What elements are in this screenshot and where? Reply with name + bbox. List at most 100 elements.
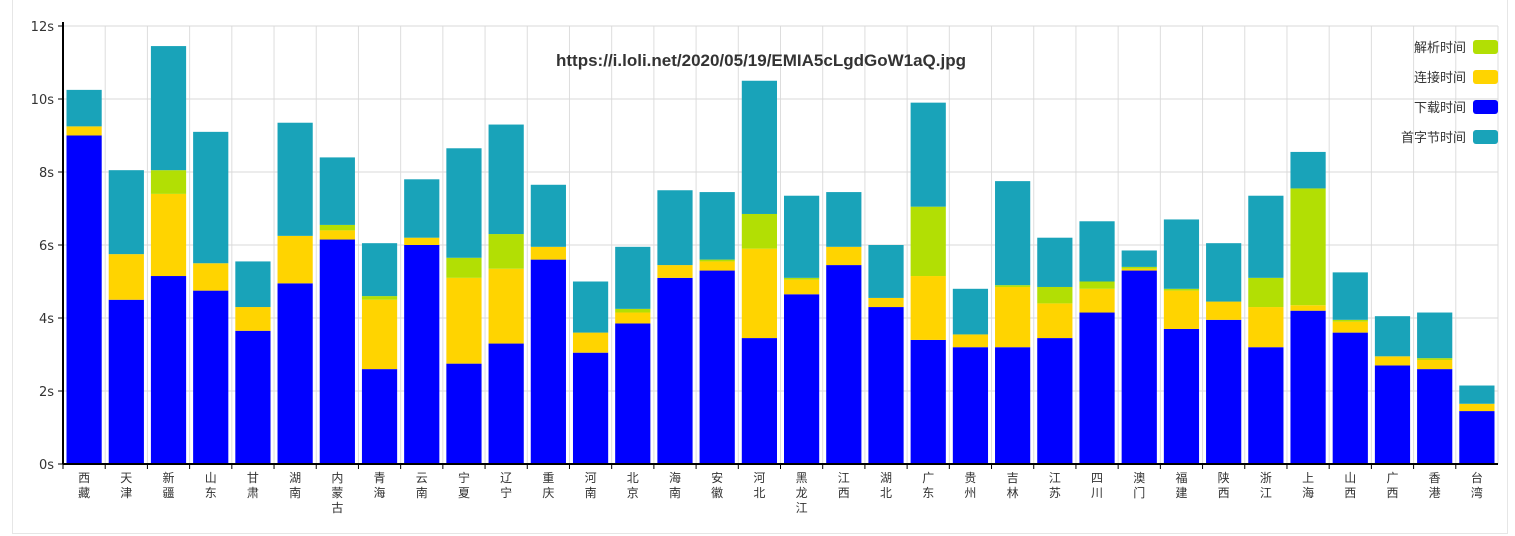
bar-segment <box>741 248 777 339</box>
bar-segment <box>108 170 144 255</box>
bar-segment <box>66 135 102 464</box>
bar-segment <box>277 122 313 236</box>
bar-segment <box>1206 243 1242 302</box>
legend-swatch <box>1473 100 1498 114</box>
x-tick-label: 天津 <box>120 471 132 500</box>
bar-segment <box>1121 270 1157 464</box>
x-tick-label: 北京 <box>627 471 639 500</box>
bars <box>66 46 1495 464</box>
bar-segment <box>530 184 566 247</box>
x-tick-label: 吉林 <box>1007 471 1019 500</box>
bar-segment <box>319 224 355 231</box>
x-tick-label: 台湾 <box>1471 470 1483 500</box>
bar-segment <box>66 126 102 136</box>
bar-segment <box>361 369 398 464</box>
legend-label: 连接时间 <box>1414 70 1466 86</box>
bar-segment <box>150 170 187 194</box>
bar-segment <box>235 261 271 308</box>
x-tick-label: 广东 <box>922 471 934 500</box>
bar-segment <box>1079 288 1115 313</box>
x-tick-label: 山东 <box>205 471 217 500</box>
y-tick-label: 12s <box>31 20 55 35</box>
bar-segment <box>657 265 693 278</box>
bar-segment <box>1037 286 1073 304</box>
legend-label: 下载时间 <box>1414 101 1466 116</box>
bar-segment <box>193 131 229 264</box>
bar-segment <box>404 237 440 245</box>
bar-segment <box>235 307 271 331</box>
bar-segment <box>319 157 355 225</box>
x-tick-label: 山西 <box>1344 471 1356 500</box>
x-tick-label: 浙江 <box>1260 471 1272 500</box>
x-tick-label: 内蒙古 <box>331 471 343 515</box>
bar-segment <box>1290 310 1326 464</box>
bar-segment <box>1290 305 1326 311</box>
x-tick-label: 辽宁 <box>500 471 512 500</box>
bar-segment <box>1459 403 1495 412</box>
bar-segment <box>741 80 777 214</box>
bar-segment <box>1037 303 1073 339</box>
bar-segment <box>1248 277 1284 308</box>
bar-segment <box>784 195 820 278</box>
bar-segment <box>741 213 777 249</box>
y-tick-label: 6s <box>39 239 54 254</box>
bar-segment <box>572 352 609 464</box>
bar-segment <box>1417 312 1453 359</box>
bar-segment <box>319 239 355 464</box>
bar-segment <box>910 102 946 207</box>
bar-segment <box>150 46 187 171</box>
x-tick-label: 黑龙江 <box>796 471 808 515</box>
bar-segment <box>1332 321 1368 333</box>
bar-segment <box>699 192 735 260</box>
x-tick-label: 安徽 <box>711 470 723 500</box>
bar-segment <box>488 124 524 235</box>
x-tick-label: 贵州 <box>964 471 976 500</box>
bar-segment <box>1374 316 1411 357</box>
bar-segment <box>235 330 271 464</box>
bar-segment <box>826 192 862 247</box>
x-tick-label: 河北 <box>753 471 765 500</box>
bar-segment <box>361 296 398 300</box>
bar-segment <box>784 294 820 464</box>
bar-segment <box>446 257 482 278</box>
bar-segment <box>952 334 989 348</box>
bar-segment <box>277 235 313 284</box>
bar-segment <box>952 288 989 335</box>
bar-segment <box>657 277 693 464</box>
bar-segment <box>1459 385 1495 404</box>
y-axis-ticks: 0s 2s 4s 6s 8s 10s 12s <box>31 20 63 473</box>
x-tick-label: 新疆 <box>163 470 175 500</box>
bar-segment <box>826 265 862 464</box>
bar-segment <box>910 276 946 340</box>
x-tick-label: 宁夏 <box>458 470 470 500</box>
x-tick-label: 陕西 <box>1218 470 1230 500</box>
bar-segment <box>193 290 229 464</box>
bar-segment <box>446 363 482 464</box>
bar-segment <box>108 254 144 300</box>
y-tick-label: 4s <box>39 312 54 327</box>
bar-segment <box>572 332 609 353</box>
bar-segment <box>446 148 482 258</box>
bar-segment <box>1332 319 1368 322</box>
x-tick-label: 江西 <box>838 471 850 500</box>
bar-segment <box>1206 301 1242 320</box>
x-tick-label: 广西 <box>1386 471 1398 500</box>
bar-segment <box>1206 319 1242 464</box>
y-tick-label: 8s <box>39 166 54 181</box>
bar-segment <box>1248 307 1284 348</box>
x-tick-label: 甘肃 <box>247 471 259 500</box>
bar-segment <box>488 234 524 269</box>
bar-segment <box>1417 369 1453 464</box>
legend-swatch <box>1473 130 1498 144</box>
bar-segment <box>108 299 144 464</box>
bar-segment <box>952 347 989 464</box>
x-tick-label: 湖南 <box>289 470 301 500</box>
x-tick-label: 重庆 <box>542 471 554 500</box>
bar-segment <box>361 299 398 370</box>
bar-segment <box>488 268 524 344</box>
chart-title: https://i.loli.net/2020/05/19/EMIA5cLgdG… <box>556 51 966 70</box>
bar-segment <box>995 286 1031 348</box>
bar-segment <box>615 312 651 324</box>
bar-segment <box>1248 347 1284 464</box>
